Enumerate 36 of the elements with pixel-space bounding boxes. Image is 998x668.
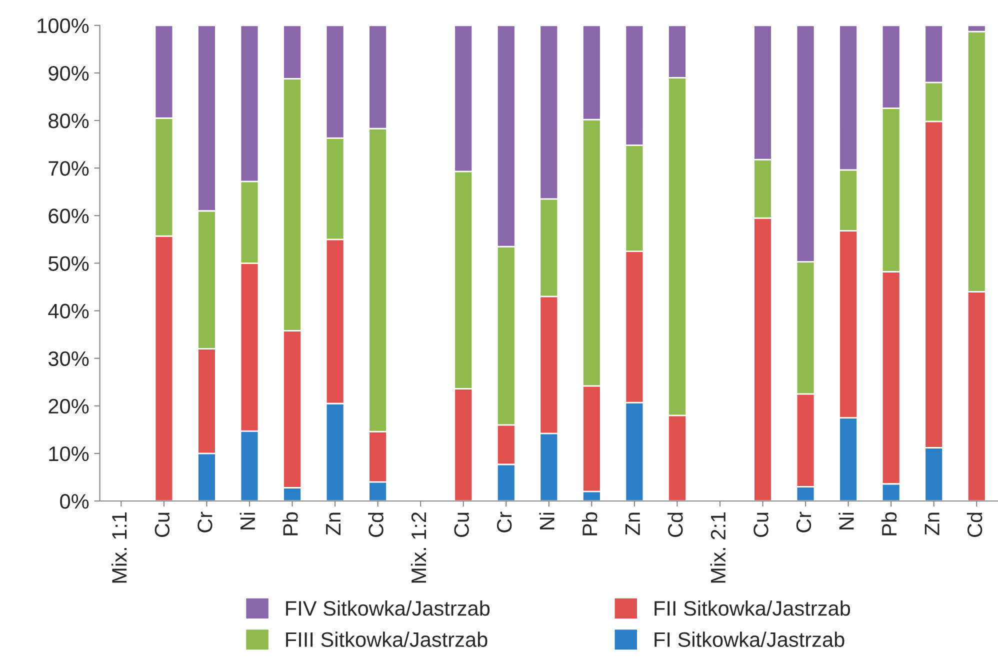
x-tick-label: Mix. 1:2 (410, 512, 426, 583)
x-tick-label: Ni (240, 512, 255, 530)
y-tick-label: 60% (48, 208, 89, 224)
x-tick-label: Cr (198, 512, 212, 532)
y-tick-label: 20% (48, 398, 89, 414)
x-tick-label: Cd (368, 512, 384, 537)
x-tick-label: Cr (496, 512, 512, 532)
y-tick-label: 10% (49, 446, 89, 462)
legend-label: FIV Sitkowka/Jastrzab (286, 600, 490, 616)
x-tick-label: Zn (924, 512, 940, 536)
x-tick-label: Cd (966, 512, 982, 537)
legend-label: FII Sitkowka/Jastrzab (654, 600, 850, 616)
x-tick-label: Cr (796, 512, 812, 532)
x-tick-label: Cu (754, 512, 768, 537)
y-tick-label: 90% (48, 66, 89, 81)
y-tick-label: 70% (48, 161, 89, 176)
x-tick-label: Zn (326, 512, 340, 536)
x-tick-label: Pb (282, 512, 298, 536)
x-tick-label: Zn (626, 512, 640, 536)
legend-label: FIII Sitkowka/Jastrzab (286, 632, 488, 647)
y-tick-label: 80% (48, 114, 89, 128)
x-tick-label: Ni (838, 512, 854, 530)
y-tick-label: 40% (48, 304, 89, 319)
x-tick-label: Pb (582, 512, 598, 536)
x-tick-label: Cd (668, 512, 683, 537)
legend-label: FI Sitkowka/Jastrzab (654, 632, 844, 647)
x-tick-label: Cu (154, 512, 170, 537)
y-tick-label: 0% (60, 494, 89, 509)
x-tick-label: Ni (539, 512, 554, 530)
x-tick-label: Mix. 1:1 (111, 512, 127, 583)
x-tick-label: Mix. 2:1 (710, 512, 726, 583)
y-tick-label: 100% (38, 18, 89, 34)
y-tick-label: 30% (48, 351, 89, 366)
x-tick-label: Cu (454, 512, 469, 537)
x-tick-label: Pb (881, 512, 897, 536)
y-tick-label: 50% (48, 256, 89, 271)
